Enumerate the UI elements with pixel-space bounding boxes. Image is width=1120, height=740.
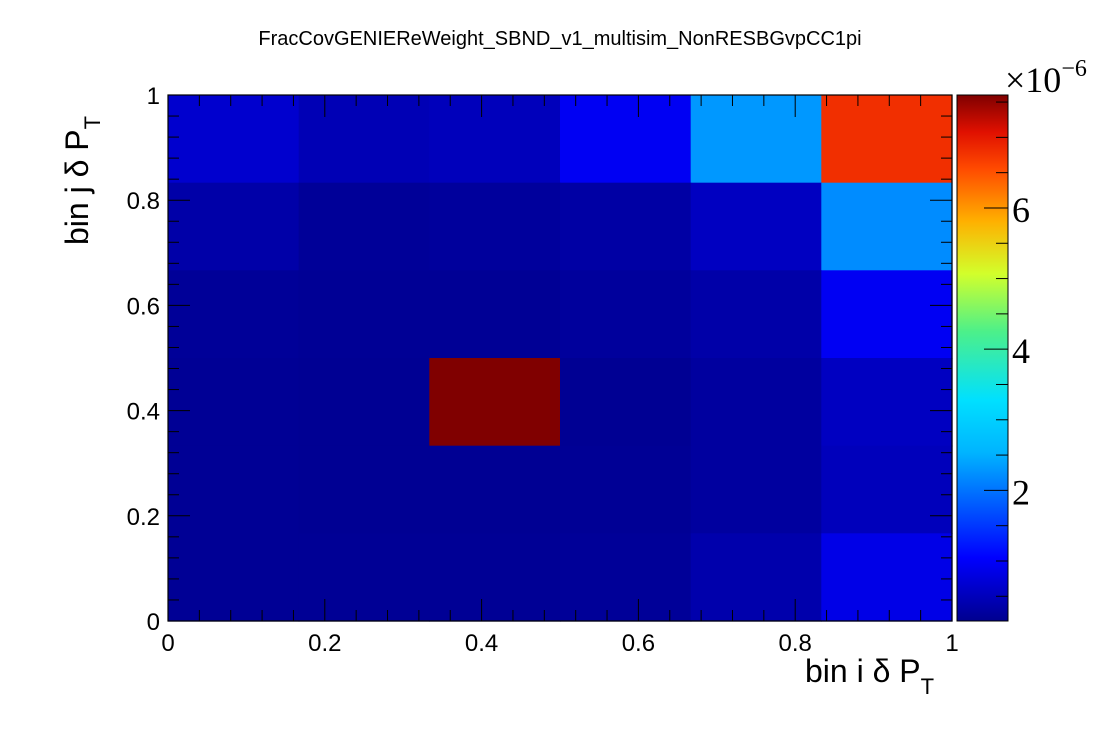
heatmap-cell [821,358,953,447]
y-tick-label: 0.2 [127,504,160,531]
y-axis-label: bin j δ PT [59,116,105,245]
heatmap-cell [821,270,953,359]
heatmap-cell [690,533,822,622]
x-tick-label: 1 [945,630,958,657]
heatmap-cell [168,358,300,447]
heatmap-cell [560,182,692,271]
x-tick-label: 0.6 [622,630,655,657]
heatmap-cell [560,270,692,359]
x-tick-label: 0 [161,630,174,657]
colorbar-tick-label: 6 [1012,190,1030,230]
heatmap-cell [429,95,561,184]
heatmap-cell [560,445,692,534]
heatmap-cell [168,182,300,271]
plot-border [167,94,953,622]
y-tick-label: 0 [147,609,160,636]
heatmap-cell [690,358,822,447]
x-tick-label: 0.4 [465,630,498,657]
heatmap-cell [690,445,822,534]
heatmap-cell [429,533,561,622]
heatmap-cell [821,533,953,622]
heatmap-cell [298,270,430,359]
colorbar-ticks: 2 4 6 [984,101,1030,597]
heatmap-cell [298,182,430,271]
heatmap-cell [298,445,430,534]
heatmap-cell [690,95,822,184]
colorbar-exponent: ×10−6 [1005,56,1087,100]
heatmap-cell [168,95,300,184]
heatmap-cell [821,182,953,271]
heatmap-cell [168,270,300,359]
plot-frame [167,94,953,622]
chart-title: FracCovGENIEReWeight_SBND_v1_multisim_No… [258,28,861,50]
heatmap-cell [821,445,953,534]
colorbar-tick-label: 2 [1012,472,1030,512]
heatmap-cell [429,445,561,534]
heatmap-cell [821,95,953,184]
heatmap-cell [168,445,300,534]
heatmap-cell [429,270,561,359]
heatmap-cell [690,182,822,271]
heatmap-cell [690,270,822,359]
heatmap-cell [429,358,561,447]
heatmap-cell [298,95,430,184]
heatmap-cell [298,358,430,447]
heatmap-cells [168,95,953,622]
heatmap-cell [560,358,692,447]
x-tick-label: 0.8 [779,630,812,657]
y-tick-label: 0.6 [127,293,160,320]
heatmap-cell [429,182,561,271]
heatmap-cell [560,533,692,622]
x-axis-ticks: 0 0.2 0.4 0.6 0.8 1 [161,95,959,657]
x-tick-label: 0.2 [308,630,341,657]
colorbar [956,94,1009,622]
x-axis-label: bin i δ PT [805,653,934,699]
y-tick-label: 1 [147,83,160,110]
y-tick-label: 0.8 [127,188,160,215]
heatmap-cell [298,533,430,622]
y-axis-ticks: 0 0.2 0.4 0.6 0.8 1 [127,83,952,636]
heatmap-cell [560,95,692,184]
heatmap-cell [168,533,300,622]
colorbar-tick-label: 4 [1012,331,1030,371]
y-tick-label: 0.4 [127,399,160,426]
